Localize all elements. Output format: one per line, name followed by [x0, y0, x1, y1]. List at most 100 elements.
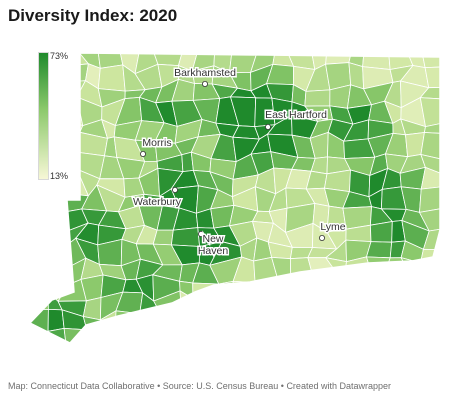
town-region[interactable] [328, 290, 352, 317]
town-region[interactable] [212, 319, 238, 339]
town-region[interactable] [234, 319, 258, 339]
town-region[interactable] [152, 229, 174, 246]
town-region[interactable] [419, 259, 446, 286]
town-region[interactable] [37, 220, 70, 251]
town-region[interactable] [43, 50, 65, 75]
town-region[interactable] [364, 272, 387, 304]
town-region[interactable] [192, 327, 217, 350]
town-region[interactable] [254, 294, 278, 321]
town-region[interactable] [25, 255, 43, 282]
town-region[interactable] [44, 149, 66, 175]
town-region[interactable] [328, 272, 352, 295]
town-region[interactable] [381, 329, 407, 350]
town-region[interactable] [419, 97, 445, 128]
town-region[interactable] [289, 281, 316, 294]
town-region[interactable] [403, 309, 429, 335]
town-region[interactable] [152, 50, 184, 67]
town-region[interactable] [139, 313, 164, 332]
town-region[interactable] [365, 256, 391, 287]
town-region[interactable] [63, 327, 88, 350]
town-region[interactable] [37, 118, 63, 140]
town-region[interactable] [97, 332, 122, 350]
town-region[interactable] [305, 292, 336, 317]
town-region[interactable] [326, 326, 357, 351]
town-region[interactable] [233, 296, 257, 321]
town-region[interactable] [25, 206, 49, 230]
town-region[interactable] [363, 295, 391, 318]
town-region[interactable] [25, 61, 51, 91]
town-region[interactable] [170, 227, 201, 247]
town-region[interactable] [256, 317, 270, 339]
town-region[interactable] [25, 117, 48, 135]
town-region[interactable] [63, 152, 81, 173]
town-region[interactable] [25, 173, 46, 190]
town-region[interactable] [81, 329, 105, 350]
town-region[interactable] [25, 50, 51, 75]
town-region[interactable] [424, 66, 445, 89]
town-region[interactable] [47, 308, 65, 332]
town-region[interactable] [179, 290, 194, 319]
town-region[interactable] [363, 311, 391, 337]
town-region[interactable] [37, 96, 63, 123]
town-region[interactable] [426, 329, 446, 350]
town-region[interactable] [403, 331, 430, 350]
town-region[interactable] [381, 316, 412, 335]
town-region[interactable] [38, 258, 69, 286]
town-region[interactable] [141, 330, 164, 350]
town-region[interactable] [419, 185, 446, 213]
town-region[interactable] [40, 81, 61, 108]
town-region[interactable] [285, 291, 313, 314]
town-region[interactable] [25, 185, 40, 209]
town-region[interactable] [365, 241, 393, 259]
town-region[interactable] [408, 292, 430, 319]
town-region[interactable] [384, 273, 412, 303]
town-region[interactable] [421, 50, 445, 69]
town-region[interactable] [190, 317, 217, 332]
town-region[interactable] [114, 310, 146, 337]
town-region[interactable] [213, 330, 236, 350]
town-region[interactable] [346, 310, 376, 337]
town-region[interactable] [38, 188, 63, 214]
town-region[interactable] [255, 336, 269, 351]
town-region[interactable] [25, 220, 49, 241]
town-region[interactable] [304, 89, 331, 107]
town-region[interactable] [369, 221, 393, 243]
town-region[interactable] [173, 327, 197, 350]
town-region[interactable] [421, 273, 445, 304]
town-region[interactable] [305, 325, 335, 350]
town-region[interactable] [162, 316, 183, 332]
town-region[interactable] [178, 316, 197, 330]
town-region[interactable] [190, 294, 214, 321]
town-region[interactable] [232, 280, 256, 303]
town-region[interactable] [408, 276, 429, 303]
town-region[interactable] [305, 312, 336, 327]
town-region[interactable] [25, 330, 49, 350]
town-region[interactable] [385, 295, 411, 319]
town-region[interactable] [266, 312, 300, 338]
town-region[interactable] [420, 153, 445, 176]
town-region[interactable] [42, 66, 61, 86]
town-region[interactable] [348, 329, 376, 350]
town-region[interactable] [114, 330, 146, 350]
town-region[interactable] [426, 309, 446, 333]
town-region[interactable] [25, 83, 44, 108]
town-region[interactable] [346, 290, 366, 313]
town-region[interactable] [333, 309, 350, 331]
town-region[interactable] [285, 312, 314, 329]
town-region[interactable] [46, 133, 65, 154]
town-region[interactable] [276, 281, 292, 296]
town-region[interactable] [25, 279, 49, 294]
town-region[interactable] [38, 171, 66, 194]
town-region[interactable] [285, 325, 308, 350]
town-region[interactable] [254, 281, 280, 298]
town-region[interactable] [37, 207, 71, 231]
town-region[interactable] [158, 328, 180, 350]
town-region[interactable] [25, 237, 43, 261]
town-region[interactable] [420, 132, 445, 161]
town-region[interactable] [420, 166, 445, 190]
town-region[interactable] [418, 207, 446, 232]
town-region[interactable] [343, 280, 376, 304]
town-region[interactable] [325, 50, 353, 65]
town-region[interactable] [421, 291, 445, 320]
town-region[interactable] [268, 291, 290, 319]
